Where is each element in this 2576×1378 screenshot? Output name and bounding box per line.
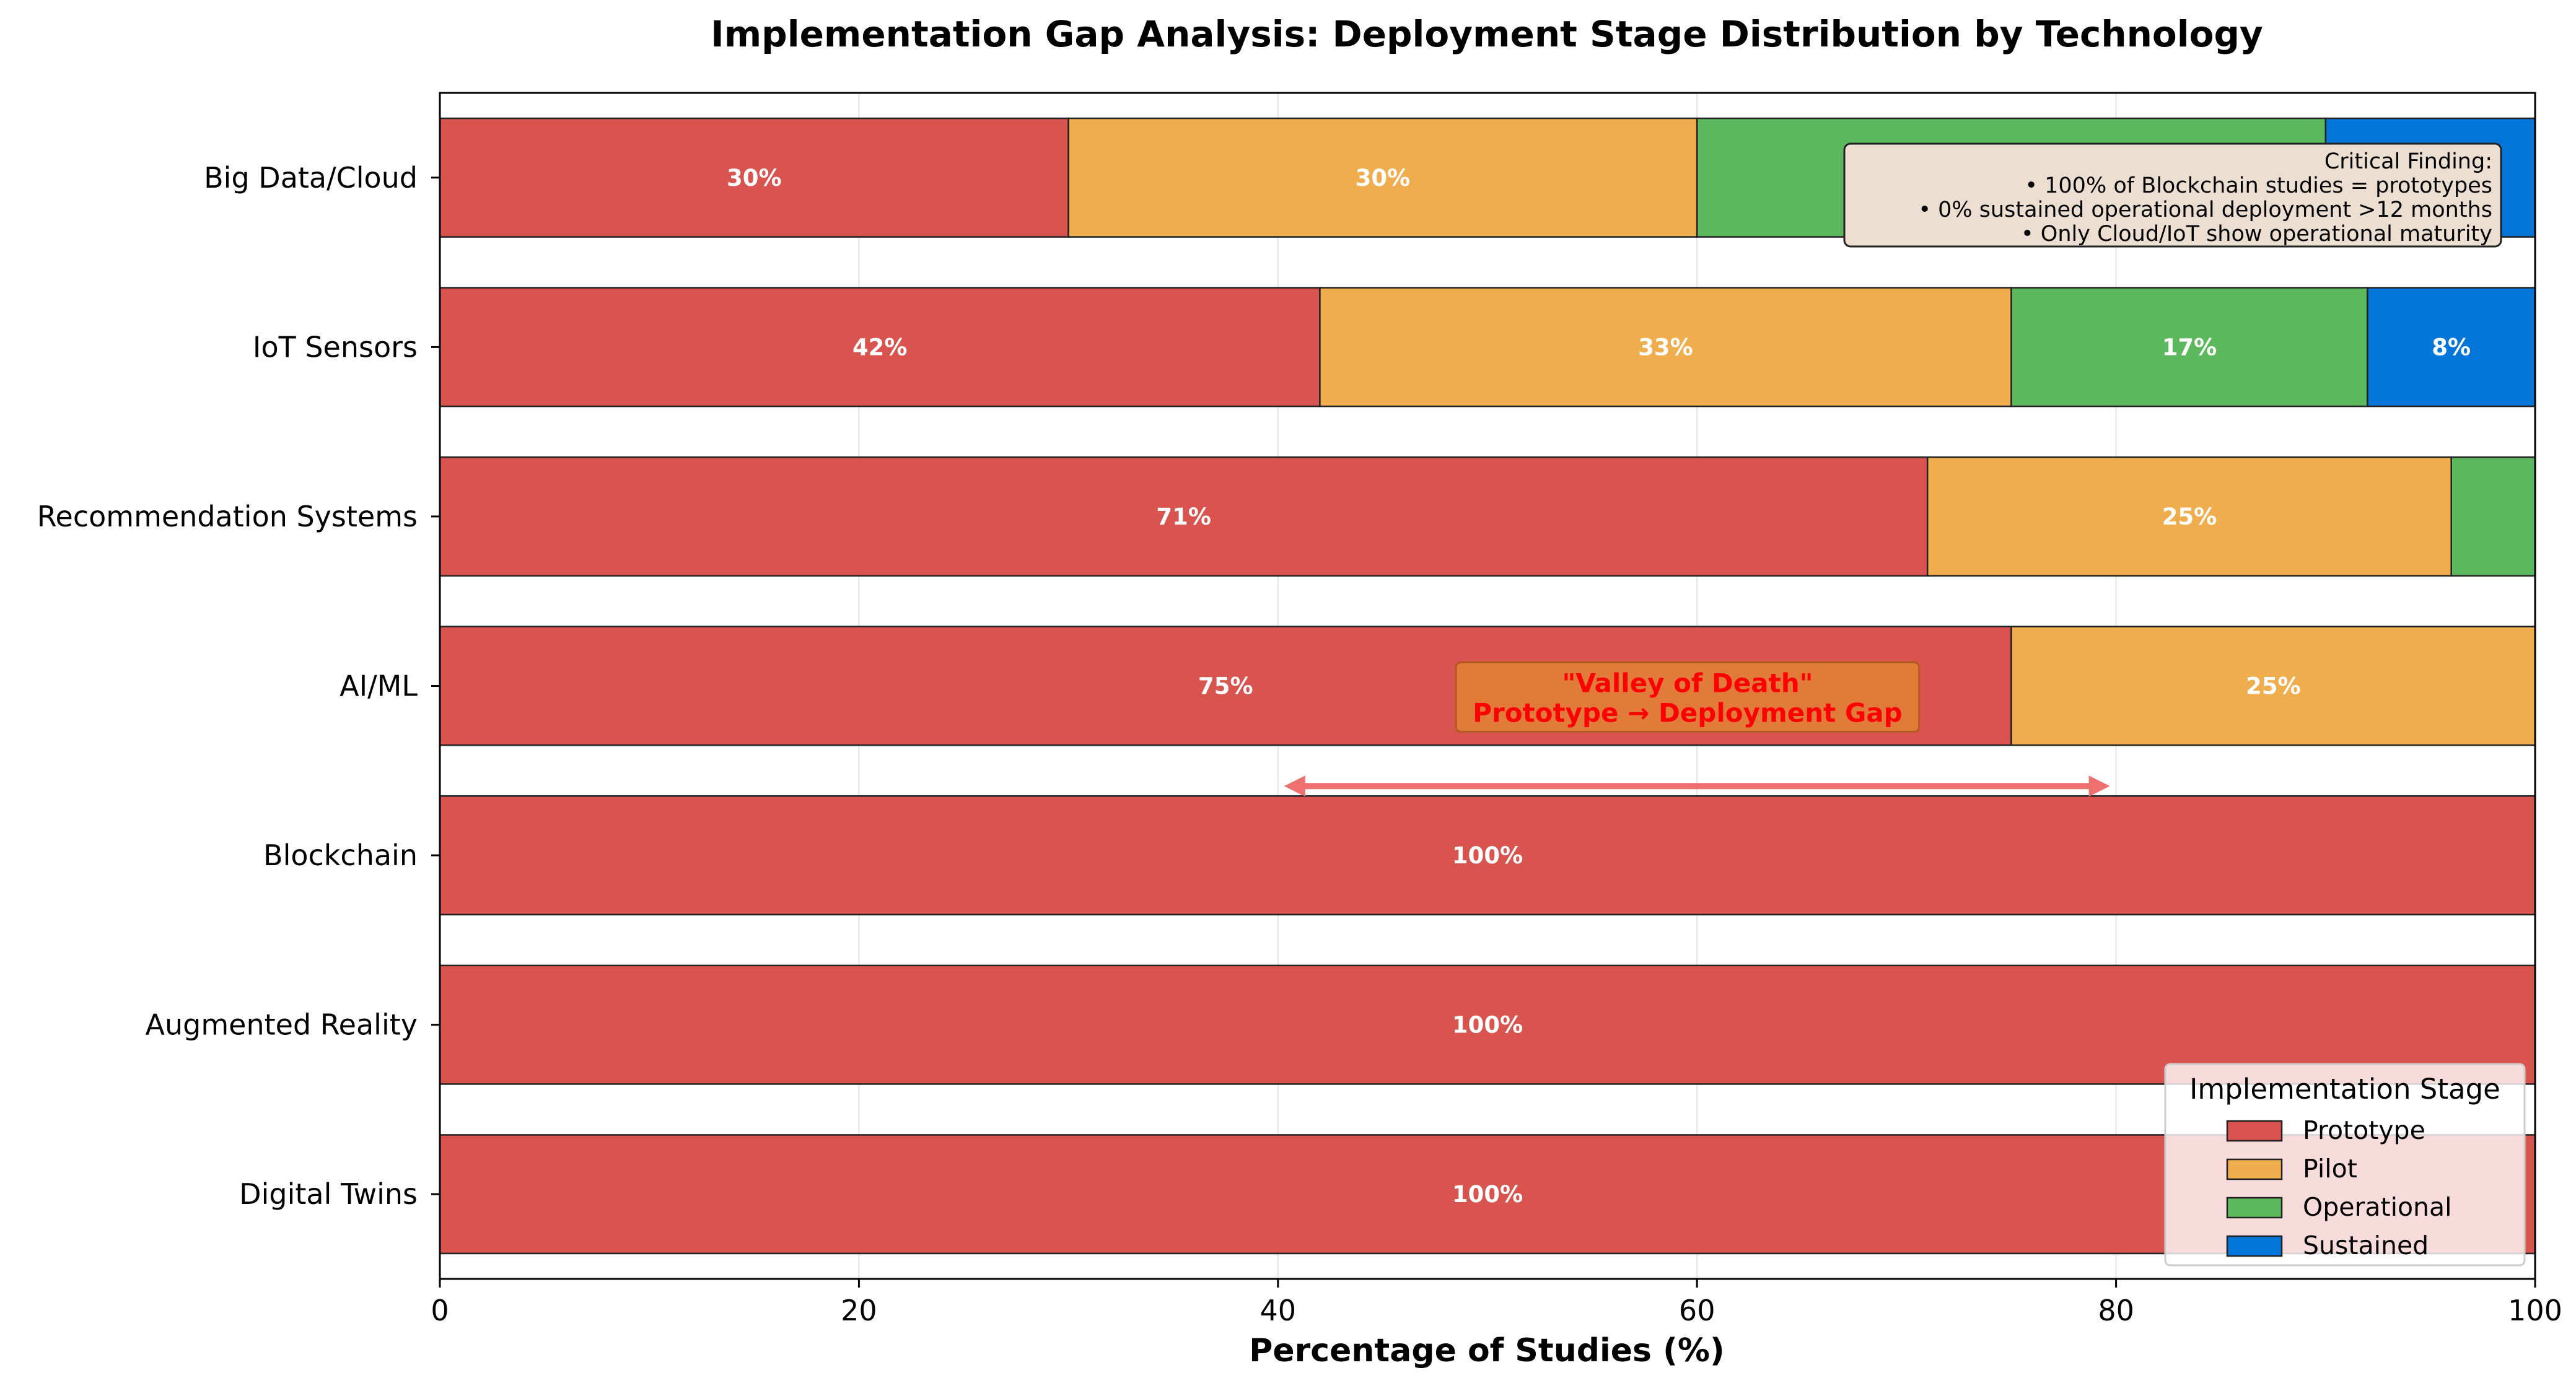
legend-swatch-operational xyxy=(2226,1197,2283,1219)
bar-value-label: 8% xyxy=(2432,334,2471,360)
bar-value-label: 100% xyxy=(1452,1012,1523,1039)
x-tick-label: 80 xyxy=(2098,1294,2134,1327)
bar-value-label: 75% xyxy=(1198,673,1253,700)
valley-of-death-box xyxy=(1455,661,1921,733)
axes: Big Data/Cloud IoT Sensors Recommendation … xyxy=(37,161,2562,1327)
chart-title: Implementation Gap Analysis: Deployment … xyxy=(711,13,2263,55)
critical-finding-line: • 100% of Blockchain studies = prototype… xyxy=(2025,173,2492,198)
bar-sustained-1 xyxy=(2367,287,2536,408)
legend-swatch-prototype xyxy=(2226,1120,2283,1142)
legend-title: Implementation Stage xyxy=(2189,1073,2500,1105)
x-tick-label: 60 xyxy=(1679,1294,1715,1327)
x-tick-label: 0 xyxy=(431,1294,449,1327)
bar-pilot-1 xyxy=(1319,287,2012,408)
bar-value-label: 71% xyxy=(1156,504,1211,530)
x-tick-label: 40 xyxy=(1260,1294,1297,1327)
valley-arrow-head-left xyxy=(1284,775,1305,797)
bar-prototype-1 xyxy=(439,287,1321,408)
bar-prototype-4 xyxy=(439,795,2536,916)
bar-value-label: 30% xyxy=(727,165,782,191)
x-tick-label: 100 xyxy=(2508,1294,2562,1327)
critical-finding-line: • Only Cloud/IoT show operational maturi… xyxy=(2021,222,2492,246)
bar-operational-2 xyxy=(2450,456,2536,577)
y-tick-label: AI/ML xyxy=(340,669,418,703)
y-tick-label: Blockchain xyxy=(263,839,418,872)
legend: Implementation Stage Prototype Pilot Operat… xyxy=(2164,1063,2526,1267)
critical-finding-line: • 0% sustained operational deployment >1… xyxy=(1918,198,2492,222)
y-tick-label: Big Data/Cloud xyxy=(204,161,418,194)
legend-label-pilot: Pilot xyxy=(2303,1154,2357,1184)
legend-label-sustained: Sustained xyxy=(2303,1231,2429,1260)
y-tick-label: IoT Sensors xyxy=(253,330,418,364)
bar-pilot-3 xyxy=(2010,626,2536,746)
x-tick-label: 20 xyxy=(841,1294,877,1327)
bar-value-label: 100% xyxy=(1452,842,1523,869)
bar-value-label: 25% xyxy=(2162,504,2217,530)
bar-value-label: 33% xyxy=(1638,334,1693,360)
bar-prototype-0 xyxy=(439,117,1069,238)
annotations: "Valley of Death"Prototype → Deployment … xyxy=(1284,142,2502,797)
valley-of-death-title: "Valley of Death" xyxy=(1562,668,1813,699)
valley-of-death-subtitle: Prototype → Deployment Gap xyxy=(1473,698,1903,728)
bar-value-label: 30% xyxy=(1356,165,1411,191)
legend-swatch-pilot xyxy=(2226,1158,2283,1180)
legend-label-prototype: Prototype xyxy=(2303,1115,2425,1145)
legend-label-operational: Operational xyxy=(2303,1192,2452,1222)
bar-value-label: 17% xyxy=(2162,334,2217,360)
bar-operational-1 xyxy=(2010,287,2368,408)
critical-finding-title: Critical Finding: xyxy=(2324,149,2492,174)
legend-swatch-sustained xyxy=(2226,1235,2283,1257)
bar-pilot-2 xyxy=(1926,456,2452,577)
y-tick-label: Augmented Reality xyxy=(146,1008,418,1042)
y-tick-label: Recommendation Systems xyxy=(37,500,418,533)
bar-value-label: 25% xyxy=(2246,673,2301,700)
y-tick-label: Digital Twins xyxy=(239,1177,418,1211)
bar-value-label: 100% xyxy=(1452,1181,1523,1208)
bar-value-label: 42% xyxy=(852,334,908,360)
bar-pilot-0 xyxy=(1067,117,1698,238)
bar-prototype-2 xyxy=(439,456,1929,577)
critical-finding-box xyxy=(1843,142,2502,248)
valley-arrow-head-right xyxy=(2088,775,2110,797)
x-axis-label: Percentage of Studies (%) xyxy=(1249,1332,1724,1369)
